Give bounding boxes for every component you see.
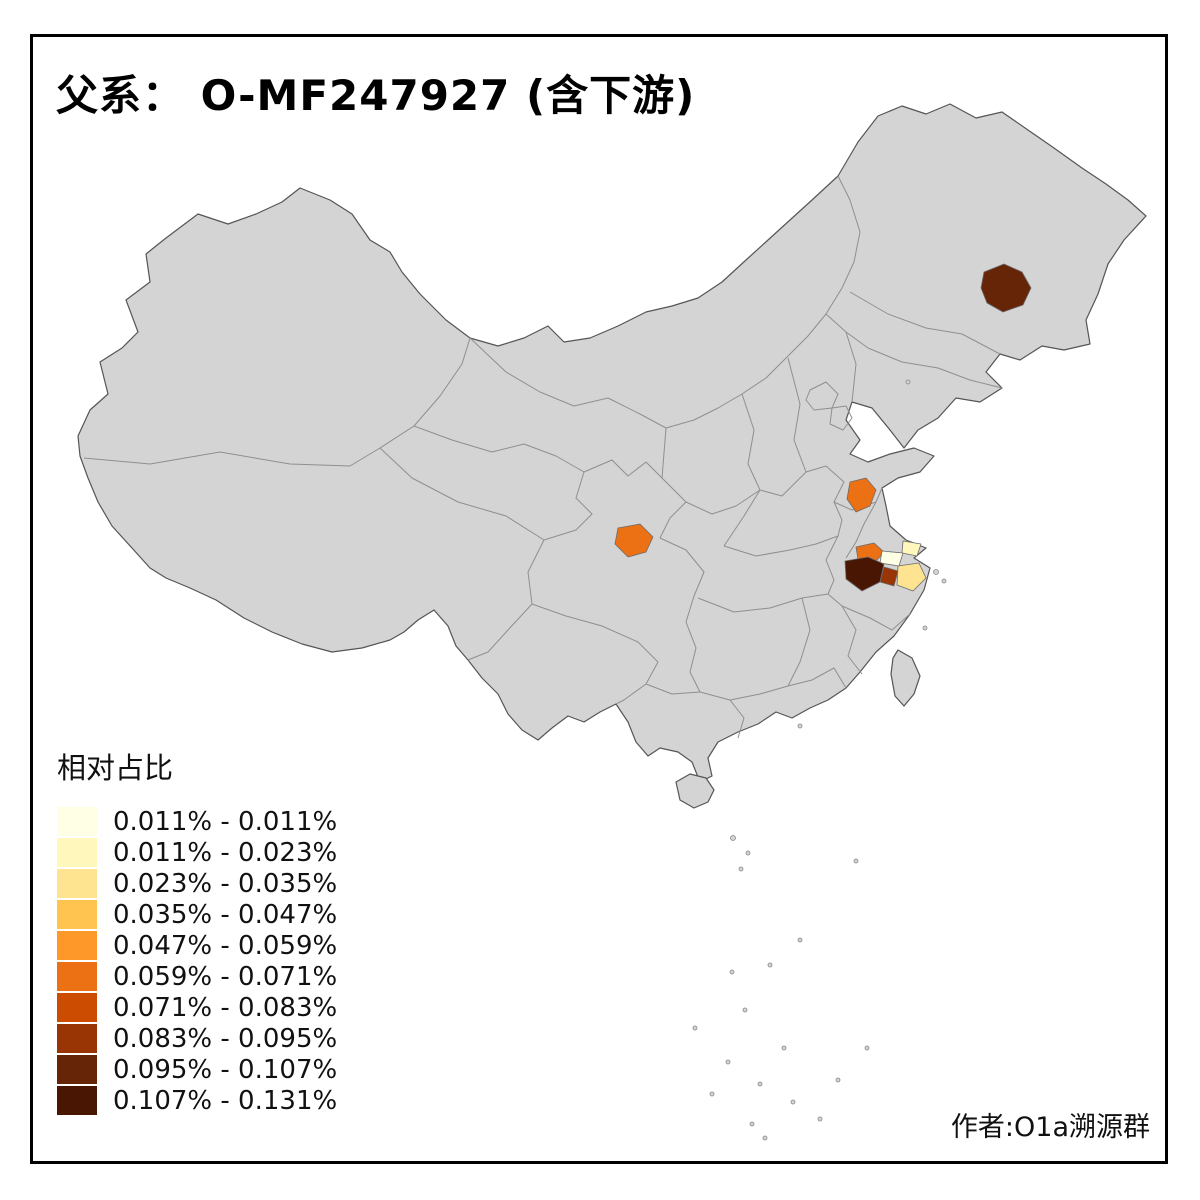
legend-row: 0.071% - 0.083% xyxy=(57,992,337,1023)
legend-row: 0.011% - 0.011% xyxy=(57,806,337,837)
region-chengdu-prefecture xyxy=(614,523,654,558)
legend-row: 0.083% - 0.095% xyxy=(57,1023,337,1054)
legend-label: 0.083% - 0.095% xyxy=(113,1023,338,1054)
legend-label: 0.011% - 0.011% xyxy=(113,806,338,837)
legend-title: 相对占比 xyxy=(57,751,174,785)
legend-rows: 0.011% - 0.011% 0.011% - 0.023% 0.023% - 0… xyxy=(57,806,337,1116)
legend-label: 0.023% - 0.035% xyxy=(113,868,338,899)
legend-swatch xyxy=(57,838,97,867)
legend-row: 0.059% - 0.071% xyxy=(57,961,337,992)
legend-swatch xyxy=(57,1055,97,1084)
legend-swatch xyxy=(57,807,97,836)
highlighted-regions xyxy=(614,263,1032,592)
region-huzhou-prefecture xyxy=(855,542,885,562)
legend-row: 0.035% - 0.047% xyxy=(57,899,337,930)
region-shanghai-prefecture xyxy=(901,540,922,557)
legend: 相对占比 0.011% - 0.011% 0.011% - 0.023% 0.023… xyxy=(57,750,337,1116)
legend-swatch xyxy=(57,993,97,1022)
legend-label: 0.011% - 0.023% xyxy=(113,837,338,868)
legend-label: 0.035% - 0.047% xyxy=(113,899,338,930)
legend-swatch xyxy=(57,931,97,960)
region-northeast-prefecture xyxy=(980,263,1032,313)
province-borders xyxy=(83,175,1003,739)
region-jiangsu-prefecture xyxy=(846,477,877,513)
legend-row: 0.023% - 0.035% xyxy=(57,868,337,899)
legend-swatch xyxy=(57,962,97,991)
legend-row: 0.095% - 0.107% xyxy=(57,1054,337,1085)
legend-label: 0.107% - 0.131% xyxy=(113,1085,338,1116)
region-ningbo-prefecture xyxy=(896,562,927,592)
legend-label: 0.047% - 0.059% xyxy=(113,930,338,961)
legend-swatch xyxy=(57,900,97,929)
legend-label: 0.095% - 0.107% xyxy=(113,1054,338,1085)
map-landmass xyxy=(77,103,1147,809)
legend-label: 0.059% - 0.071% xyxy=(113,961,338,992)
legend-swatch xyxy=(57,869,97,898)
sea-islands xyxy=(692,379,947,1141)
page-title: 父系： O-MF247927 (含下游) xyxy=(56,71,696,120)
hainan-island xyxy=(675,773,715,809)
legend-swatch xyxy=(57,1024,97,1053)
legend-row: 0.047% - 0.059% xyxy=(57,930,337,961)
legend-swatch xyxy=(57,1086,97,1115)
taiwan-island xyxy=(890,649,921,707)
legend-label: 0.071% - 0.083% xyxy=(113,992,338,1023)
mainland-shape xyxy=(77,103,1147,783)
legend-row: 0.107% - 0.131% xyxy=(57,1085,337,1116)
attribution-text: 作者:O1a溯源群 xyxy=(950,1112,1150,1143)
region-shaoxing-prefecture xyxy=(879,566,899,587)
legend-row: 0.011% - 0.023% xyxy=(57,837,337,868)
